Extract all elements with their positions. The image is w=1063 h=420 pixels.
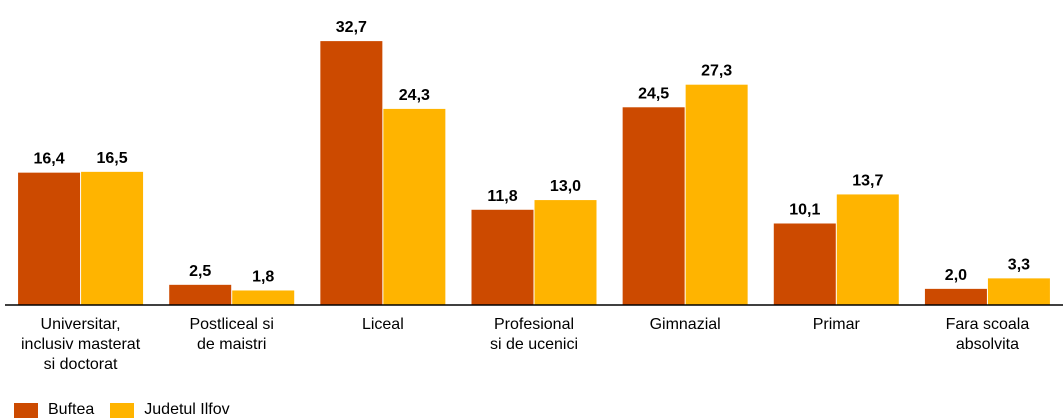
bar-judetul-ilfov-6 — [987, 278, 1050, 305]
category-label-line: Gimnazial — [649, 316, 721, 333]
bar-buftea-4 — [622, 107, 685, 305]
value-label-buftea-3: 11,8 — [487, 188, 517, 205]
legend-item-buftea: Buftea — [14, 401, 94, 419]
legend-item-judetul-ilfov: Judetul Ilfov — [110, 401, 230, 419]
category-label-line: Profesional — [493, 316, 575, 333]
value-label-judetul-ilfov-5: 13,7 — [852, 172, 883, 189]
bars-group — [18, 41, 1050, 306]
category-label-4: Gimnazial — [610, 315, 760, 335]
legend: Buftea Judetul Ilfov — [14, 401, 246, 419]
category-label-line: Primar — [812, 316, 860, 333]
value-label-buftea-4: 24,5 — [638, 85, 669, 102]
category-label-line: Postliceal si — [189, 316, 274, 333]
value-label-judetul-ilfov-3: 13,0 — [550, 178, 581, 195]
legend-swatch-judetul-ilfov — [110, 402, 135, 418]
bar-buftea-2 — [320, 41, 383, 306]
value-label-judetul-ilfov-2: 24,3 — [399, 87, 430, 104]
bar-buftea-3 — [471, 209, 534, 305]
value-label-buftea-5: 10,1 — [789, 201, 820, 218]
legend-swatch-buftea — [14, 402, 38, 418]
category-label-5: Primar — [761, 315, 911, 335]
bar-judetul-ilfov-2 — [383, 108, 446, 305]
value-label-judetul-ilfov-0: 16,5 — [97, 150, 128, 167]
category-label-1: Postliceal si de maistri — [157, 315, 307, 355]
bar-judetul-ilfov-1 — [232, 290, 295, 305]
bar-buftea-1 — [169, 284, 232, 305]
value-label-judetul-ilfov-1: 1,8 — [252, 268, 274, 285]
legend-label-judetul-ilfov: Judetul Ilfov — [144, 401, 230, 418]
category-label-line: Liceal — [361, 316, 404, 333]
bar-judetul-ilfov-5 — [836, 194, 899, 305]
category-label-line: de maistri — [197, 336, 267, 353]
value-label-judetul-ilfov-4: 27,3 — [701, 63, 732, 80]
category-label-line: si doctorat — [43, 356, 118, 373]
category-label-6: Fara scoala absolvita — [912, 315, 1062, 355]
category-label-0: Universitar, inclusiv masterat si doctorat — [6, 315, 156, 375]
category-label-line: si de ucenici — [489, 336, 579, 353]
value-label-buftea-6: 2,0 — [945, 267, 967, 284]
bar-buftea-0 — [18, 172, 81, 305]
bar-judetul-ilfov-3 — [534, 200, 597, 305]
category-label-line: Universitar, — [40, 316, 121, 333]
bar-buftea-5 — [773, 223, 836, 305]
legend-label-buftea: Buftea — [48, 401, 95, 418]
category-label-line: inclusiv masterat — [20, 336, 141, 353]
value-labels-group: 16,4 16,5 2,5 1,8 32,7 24,3 11,8 13,0 24,5 27,3 10… — [34, 19, 1031, 285]
category-label-line: absolvita — [955, 336, 1019, 353]
value-label-buftea-1: 2,5 — [189, 263, 211, 280]
category-label-line: Fara scoala — [945, 316, 1030, 333]
value-label-judetul-ilfov-6: 3,3 — [1008, 256, 1030, 273]
bar-judetul-ilfov-4 — [685, 84, 748, 306]
bar-buftea-6 — [924, 288, 987, 305]
category-label-3: Profesional si de ucenici — [459, 315, 609, 355]
category-label-2: Liceal — [308, 315, 458, 335]
value-label-buftea-2: 32,7 — [336, 19, 367, 36]
value-label-buftea-0: 16,4 — [34, 151, 65, 168]
bar-judetul-ilfov-0 — [81, 171, 144, 305]
